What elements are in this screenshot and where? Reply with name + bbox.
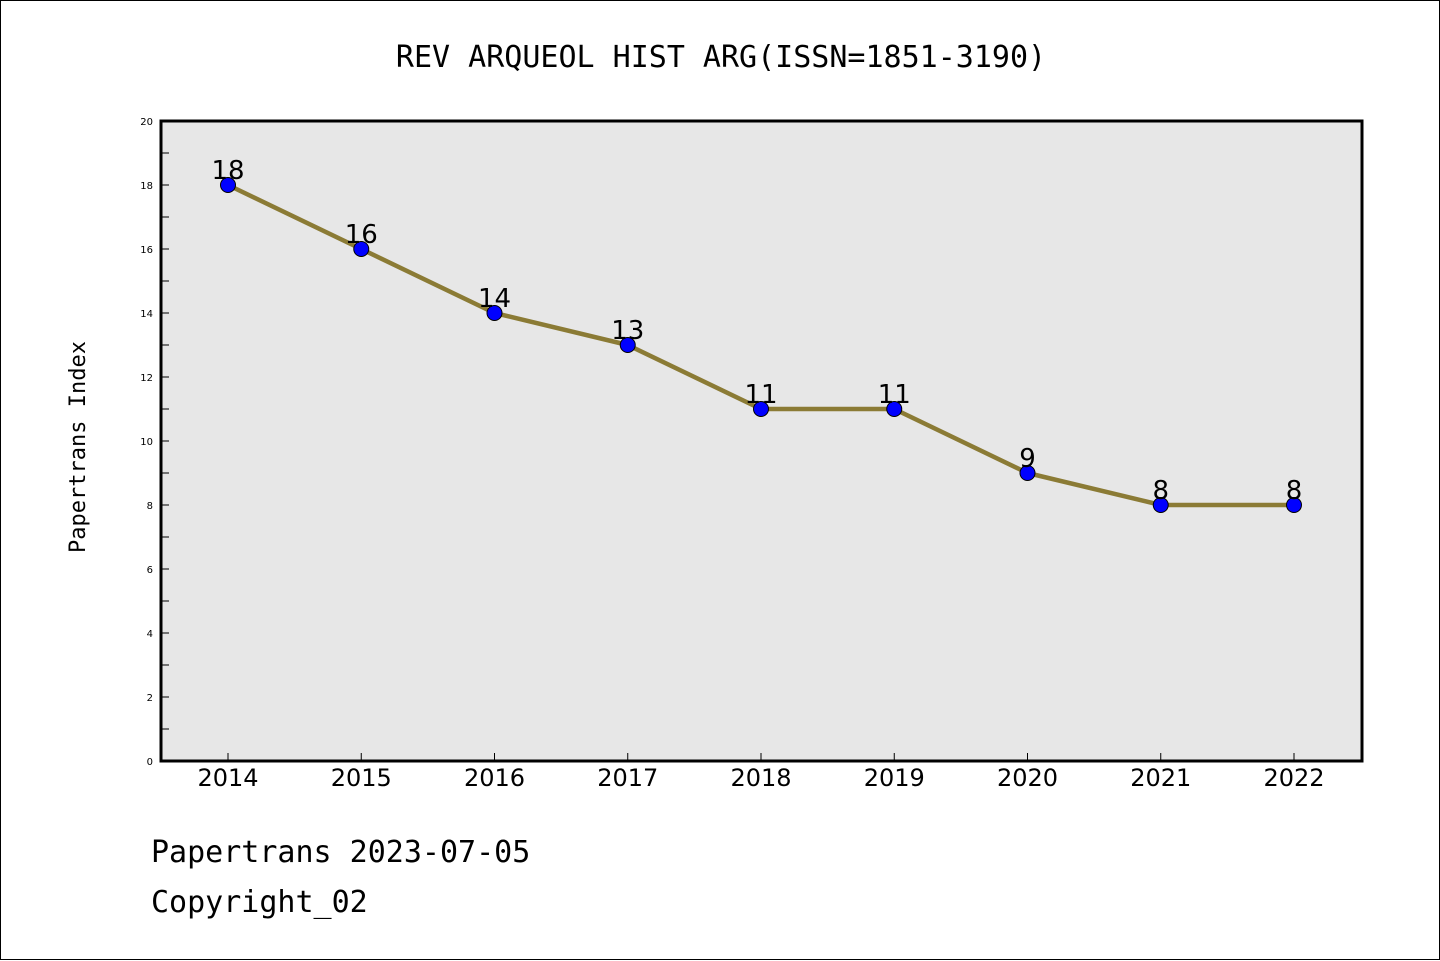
data-point bbox=[753, 401, 769, 417]
y-tick-label: 8 bbox=[147, 501, 153, 512]
series-layer: 18 16 14 13 11 11 9 8 8 bbox=[211, 156, 1302, 513]
y-tick-label: 20 bbox=[140, 117, 153, 128]
y-tick-label: 16 bbox=[140, 245, 153, 256]
chart-title: REV ARQUEOL HIST ARG(ISSN=1851-3190) bbox=[396, 40, 1046, 75]
data-label: 18 bbox=[211, 156, 244, 186]
plot-frame bbox=[159, 119, 1364, 763]
data-point bbox=[220, 177, 236, 193]
y-tick-label: 10 bbox=[140, 437, 153, 448]
plot-area bbox=[161, 121, 1362, 761]
y-tick-label: 0 bbox=[147, 757, 153, 768]
x-axis: 2014 2015 2016 2017 2018 2019 2020 2021 2022 bbox=[197, 753, 1325, 792]
data-label: 16 bbox=[345, 220, 378, 250]
data-point bbox=[619, 337, 636, 353]
y-tick-label: 14 bbox=[140, 309, 153, 320]
footer-date: Papertrans 2023-07-05 bbox=[151, 835, 531, 870]
data-label: 11 bbox=[744, 380, 777, 410]
data-point bbox=[886, 401, 903, 417]
data-label: 8 bbox=[1152, 476, 1169, 506]
data-label: 13 bbox=[611, 316, 644, 346]
y-axis-label: Papertrans Index bbox=[66, 341, 91, 553]
x-tick-label: 2016 bbox=[464, 764, 525, 792]
y-tick-label: 6 bbox=[147, 565, 153, 576]
data-point bbox=[486, 305, 503, 321]
y-tick-label: 4 bbox=[147, 629, 153, 640]
data-point bbox=[1286, 497, 1302, 513]
x-tick-label: 2014 bbox=[197, 764, 258, 792]
y-tick-label: 12 bbox=[140, 373, 153, 384]
x-tick-label: 2018 bbox=[730, 764, 791, 792]
data-label: 14 bbox=[478, 284, 511, 314]
x-tick-label: 2019 bbox=[864, 764, 925, 792]
x-tick-label: 2022 bbox=[1263, 764, 1324, 792]
data-point bbox=[1152, 497, 1169, 513]
data-label: 8 bbox=[1286, 476, 1303, 506]
x-tick-label: 2021 bbox=[1130, 764, 1191, 792]
data-point bbox=[1019, 465, 1036, 481]
data-point bbox=[353, 241, 370, 257]
data-label: 11 bbox=[878, 380, 911, 410]
y-tick-label: 2 bbox=[147, 693, 153, 704]
x-tick-label: 2020 bbox=[997, 764, 1058, 792]
footer-copyright: Copyright_02 bbox=[151, 885, 368, 920]
data-label: 9 bbox=[1019, 444, 1036, 474]
y-tick-label: 18 bbox=[140, 181, 153, 192]
x-tick-label: 2015 bbox=[331, 764, 392, 792]
x-tick-label: 2017 bbox=[597, 764, 658, 792]
